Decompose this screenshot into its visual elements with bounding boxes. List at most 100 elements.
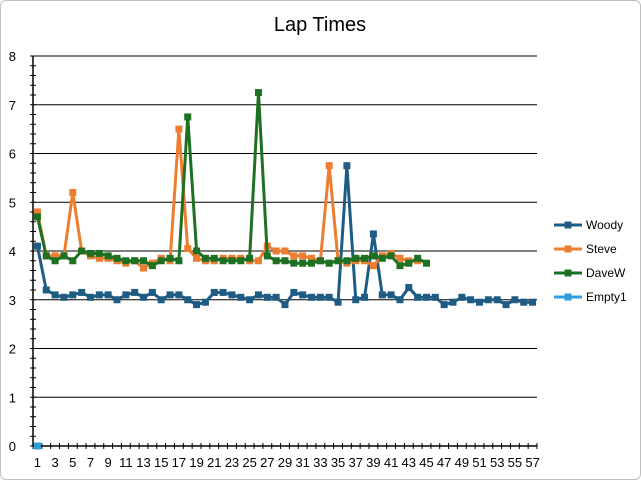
data-point — [458, 293, 466, 301]
data-point — [511, 296, 519, 304]
x-tick-label: 43 — [402, 455, 416, 470]
x-tick-label: 51 — [472, 455, 486, 470]
data-point — [396, 296, 404, 304]
legend-label: Woody — [586, 218, 623, 232]
data-point — [352, 296, 360, 304]
data-point — [86, 249, 94, 257]
data-point — [308, 254, 316, 262]
y-tick-label: 5 — [9, 195, 16, 210]
data-point — [369, 230, 377, 238]
data-point — [33, 442, 41, 450]
data-point — [122, 291, 130, 299]
data-point — [308, 259, 316, 267]
data-point — [343, 162, 351, 170]
data-point — [60, 252, 68, 260]
data-point — [281, 301, 289, 309]
data-point — [42, 252, 50, 260]
data-point — [193, 247, 201, 255]
data-point — [334, 257, 342, 265]
data-point — [210, 288, 218, 296]
x-tick-label: 25 — [242, 455, 256, 470]
series-DaveW — [33, 89, 430, 270]
data-point — [361, 293, 369, 301]
data-point — [78, 247, 86, 255]
y-tick-label: 0 — [9, 439, 16, 454]
y-tick-label: 1 — [9, 390, 16, 405]
data-point — [263, 293, 271, 301]
data-point — [78, 288, 86, 296]
data-point — [343, 257, 351, 265]
data-point — [175, 291, 183, 299]
x-tick-label: 39 — [366, 455, 380, 470]
data-point — [131, 288, 139, 296]
series-line — [35, 91, 428, 268]
data-point — [193, 301, 201, 309]
legend-marker — [564, 269, 572, 277]
legend-item: Empty1 — [554, 290, 627, 304]
data-point — [387, 252, 395, 260]
data-point — [334, 298, 342, 306]
data-point — [422, 293, 430, 301]
legend-item: DaveW — [554, 266, 626, 280]
x-tick-label: 15 — [154, 455, 168, 470]
data-point — [316, 257, 324, 265]
y-tick-label: 2 — [9, 342, 16, 357]
data-point — [193, 254, 201, 262]
data-point — [175, 257, 183, 265]
data-point — [299, 291, 307, 299]
x-tick-label: 29 — [278, 455, 292, 470]
data-point — [414, 293, 422, 301]
x-tick-label: 11 — [119, 455, 133, 470]
data-point — [369, 252, 377, 260]
x-tick-label: 5 — [69, 455, 76, 470]
x-tick-label: 35 — [331, 455, 345, 470]
x-tick-label: 1 — [34, 455, 41, 470]
data-point — [467, 296, 475, 304]
x-tick-label: 47 — [437, 455, 451, 470]
data-point — [361, 254, 369, 262]
data-point — [378, 291, 386, 299]
chart-title: Lap Times — [274, 14, 366, 36]
x-tick-label: 55 — [508, 455, 522, 470]
x-tick-label: 45 — [419, 455, 433, 470]
data-point — [166, 254, 174, 262]
data-point — [184, 296, 192, 304]
y-tick-label: 6 — [9, 147, 16, 162]
data-point — [69, 291, 77, 299]
data-point — [502, 301, 510, 309]
legend-label: DaveW — [586, 266, 626, 280]
data-point — [33, 213, 41, 221]
data-point — [201, 254, 209, 262]
y-tick-label: 8 — [9, 49, 16, 64]
data-point — [219, 288, 227, 296]
data-point — [308, 293, 316, 301]
data-point — [422, 259, 430, 267]
series-line — [35, 127, 418, 270]
data-point — [396, 254, 404, 262]
gridlines — [33, 55, 537, 398]
data-point — [449, 298, 457, 306]
data-point — [405, 284, 413, 292]
data-point — [104, 291, 112, 299]
series-Woody — [33, 162, 537, 309]
data-point — [175, 125, 183, 133]
data-point — [476, 298, 484, 306]
x-tick-label: 13 — [136, 455, 150, 470]
data-point — [228, 257, 236, 265]
data-point — [113, 254, 121, 262]
data-point — [405, 259, 413, 267]
data-point — [131, 257, 139, 265]
x-tick-label: 37 — [349, 455, 363, 470]
data-point — [166, 291, 174, 299]
legend-item: Steve — [554, 242, 617, 256]
data-point — [69, 257, 77, 265]
y-tick-label: 4 — [9, 244, 16, 259]
data-point — [184, 245, 192, 253]
data-point — [299, 252, 307, 260]
series-line — [35, 164, 533, 307]
data-point — [484, 296, 492, 304]
x-tick-label: 19 — [189, 455, 203, 470]
data-point — [210, 254, 218, 262]
legend-label: Steve — [586, 242, 617, 256]
x-tick-label: 33 — [313, 455, 327, 470]
